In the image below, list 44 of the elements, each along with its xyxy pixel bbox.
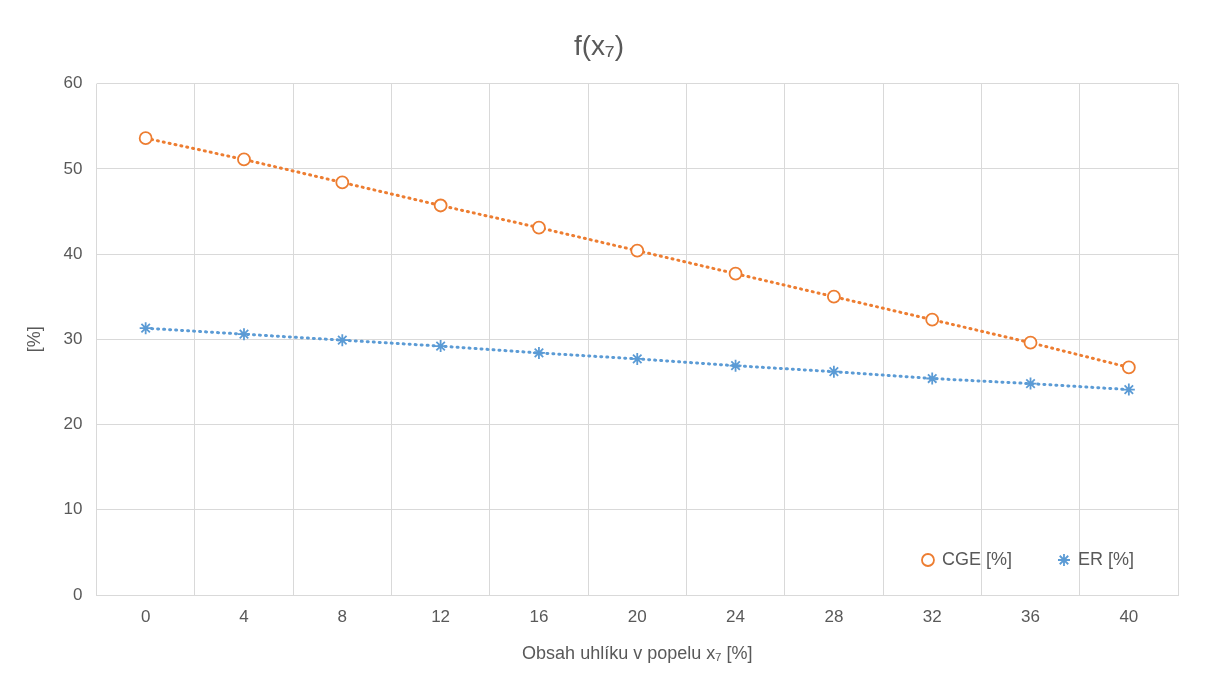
y-tick-label: 20 [63, 414, 83, 434]
y-tick-label: 10 [63, 499, 83, 519]
point [237, 327, 251, 342]
chart-title: f(x₇) [573, 29, 625, 61]
point [335, 333, 350, 348]
point [826, 289, 841, 304]
x-tick-label: 4 [239, 606, 249, 626]
point [532, 220, 546, 235]
point [925, 371, 940, 386]
point [433, 339, 448, 354]
y-tick-label: 30 [63, 328, 83, 348]
point [138, 321, 153, 336]
point [237, 152, 251, 167]
y-axis-title: [%] [23, 326, 44, 353]
x-tick-label: 16 [529, 606, 549, 626]
x-tick-label: 0 [140, 606, 151, 626]
point [433, 198, 448, 213]
x-tick-label: 32 [922, 606, 942, 626]
x-tick-label: 36 [1021, 606, 1040, 626]
point [1121, 382, 1136, 397]
legend-label: ER [%] [1077, 548, 1134, 569]
point [826, 364, 841, 379]
x-tick-label: 28 [824, 606, 844, 626]
point [335, 175, 350, 190]
y-tick-label: 50 [63, 158, 83, 178]
y-tick-label: 0 [73, 584, 83, 604]
point [925, 312, 940, 327]
x-axis-title: Obsah uhlíku v popelu x₇ [%] [522, 643, 753, 664]
point [532, 346, 546, 360]
x-tick-label: 8 [337, 606, 348, 626]
point [728, 266, 743, 281]
y-tick-label: 40 [63, 243, 83, 263]
legend-label: CGE [%] [941, 548, 1012, 569]
x-tick-label: 12 [431, 606, 451, 626]
x-tick-label: 24 [726, 606, 746, 626]
x-tick-label: 20 [627, 606, 647, 626]
point [1023, 376, 1038, 391]
y-tick-label: 60 [63, 73, 83, 93]
point [630, 243, 645, 258]
x-tick-label: 40 [1119, 606, 1139, 626]
point [138, 131, 153, 146]
point [728, 358, 743, 373]
point [1023, 335, 1038, 350]
point [1121, 360, 1136, 375]
